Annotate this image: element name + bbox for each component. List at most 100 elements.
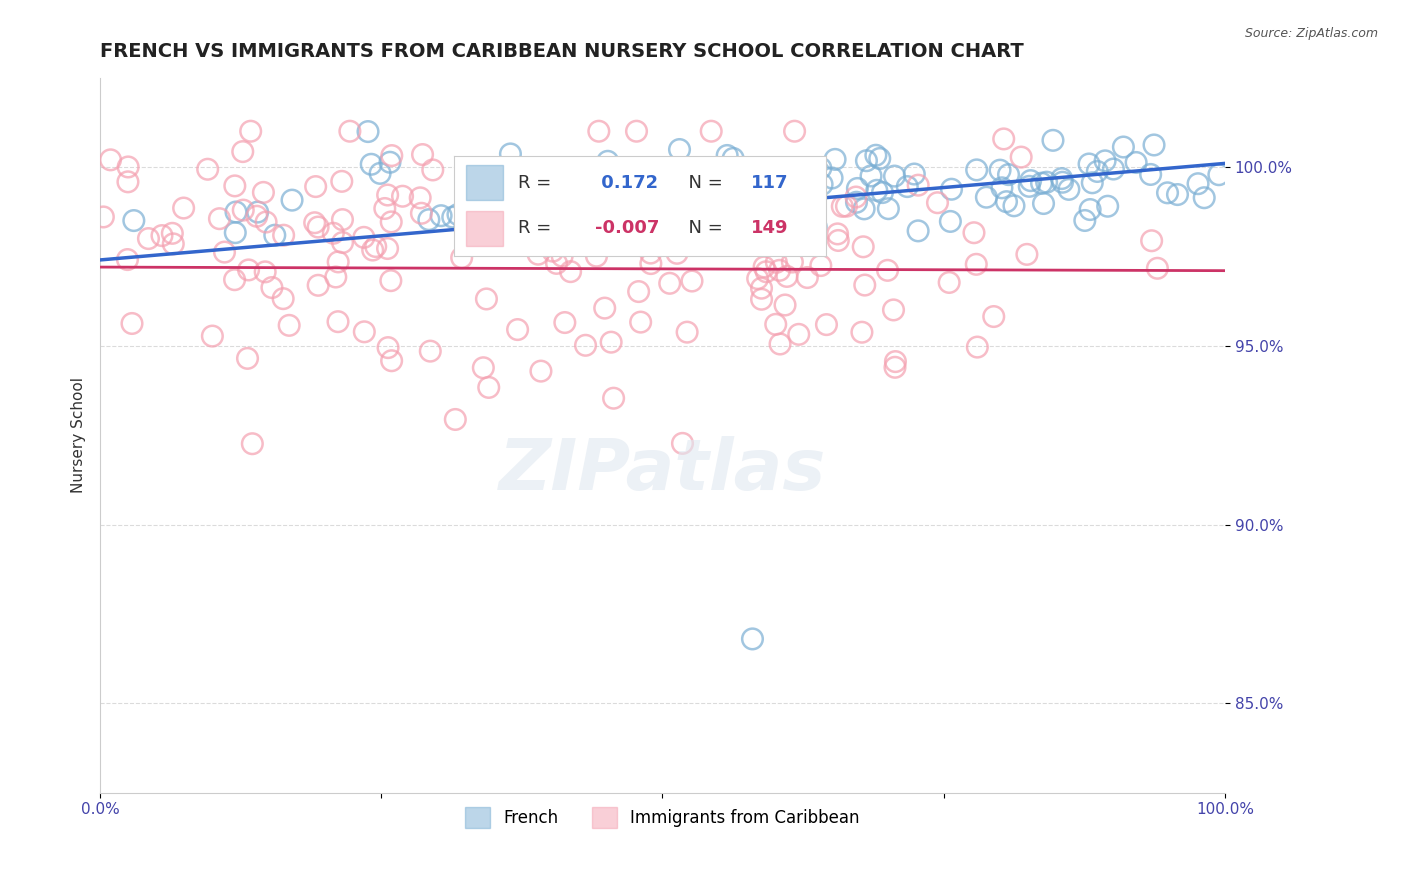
Point [464, 169, 486, 184]
Point [117, 160, 139, 174]
Point [655, 184, 678, 198]
Text: FRENCH VS IMMIGRANTS FROM CARIBBEAN NURSERY SCHOOL CORRELATION CHART: FRENCH VS IMMIGRANTS FROM CARIBBEAN NURS… [100, 42, 1024, 61]
Point [927, 195, 949, 210]
Point [567, 185, 589, 199]
Point [208, 211, 231, 226]
Point [600, 335, 623, 350]
Point [523, 179, 546, 194]
Point [709, 206, 731, 220]
Point [224, 273, 246, 287]
Point [755, 265, 778, 279]
Point [332, 235, 354, 250]
Point [254, 265, 277, 279]
Point [232, 203, 254, 218]
Point [626, 124, 648, 138]
Point [461, 181, 484, 195]
Point [721, 187, 744, 202]
Point [325, 270, 347, 285]
Point [616, 171, 638, 186]
Point [380, 274, 402, 288]
Point [558, 186, 581, 200]
Point [1192, 191, 1215, 205]
Point [482, 187, 505, 202]
Point [481, 238, 503, 252]
Point [499, 147, 522, 161]
Point [751, 292, 773, 306]
Y-axis label: Nursery School: Nursery School [72, 377, 86, 493]
Point [239, 124, 262, 138]
Point [845, 195, 868, 210]
Point [884, 360, 907, 375]
Point [353, 230, 375, 244]
Point [534, 200, 557, 214]
Point [706, 195, 728, 210]
Point [307, 278, 329, 293]
Point [541, 244, 564, 259]
Point [758, 227, 780, 242]
Point [1042, 133, 1064, 147]
Point [225, 205, 247, 219]
Point [762, 178, 785, 193]
Point [976, 190, 998, 204]
Text: ZIPatlas: ZIPatlas [499, 436, 827, 506]
Point [150, 228, 173, 243]
Point [883, 169, 905, 183]
Point [447, 207, 470, 221]
Point [626, 196, 648, 211]
Point [232, 145, 254, 159]
Point [538, 176, 561, 190]
Point [326, 315, 349, 329]
Point [676, 325, 699, 339]
Point [478, 380, 501, 394]
Point [668, 186, 690, 200]
Point [671, 436, 693, 450]
Point [281, 193, 304, 207]
Point [658, 277, 681, 291]
Point [236, 351, 259, 366]
Point [138, 231, 160, 245]
Point [339, 124, 361, 138]
Point [527, 247, 550, 261]
Point [835, 199, 858, 213]
Point [214, 245, 236, 260]
Point [121, 317, 143, 331]
Point [568, 207, 591, 221]
Point [360, 157, 382, 171]
Point [353, 325, 375, 339]
Point [806, 219, 828, 234]
Point [773, 298, 796, 312]
Point [907, 224, 929, 238]
Point [877, 202, 900, 216]
Point [938, 276, 960, 290]
Point [546, 256, 568, 270]
Point [332, 212, 354, 227]
Point [377, 188, 399, 202]
Point [1097, 199, 1119, 213]
Point [852, 240, 875, 254]
Point [380, 215, 402, 229]
Point [801, 196, 824, 211]
Point [330, 174, 353, 188]
Point [422, 163, 444, 178]
Point [1112, 140, 1135, 154]
Point [768, 263, 790, 277]
Point [681, 274, 703, 288]
Point [561, 188, 583, 202]
Point [162, 227, 184, 241]
Point [939, 214, 962, 228]
Point [853, 278, 876, 293]
Point [665, 189, 688, 203]
Point [1031, 176, 1053, 190]
Point [1035, 175, 1057, 189]
Point [475, 213, 498, 227]
Point [246, 209, 269, 223]
Point [377, 341, 399, 355]
Point [1139, 168, 1161, 182]
Point [783, 124, 806, 138]
Point [602, 391, 624, 405]
Point [741, 632, 763, 646]
Point [305, 179, 328, 194]
Point [851, 325, 873, 339]
Point [983, 310, 1005, 324]
Point [821, 171, 844, 186]
